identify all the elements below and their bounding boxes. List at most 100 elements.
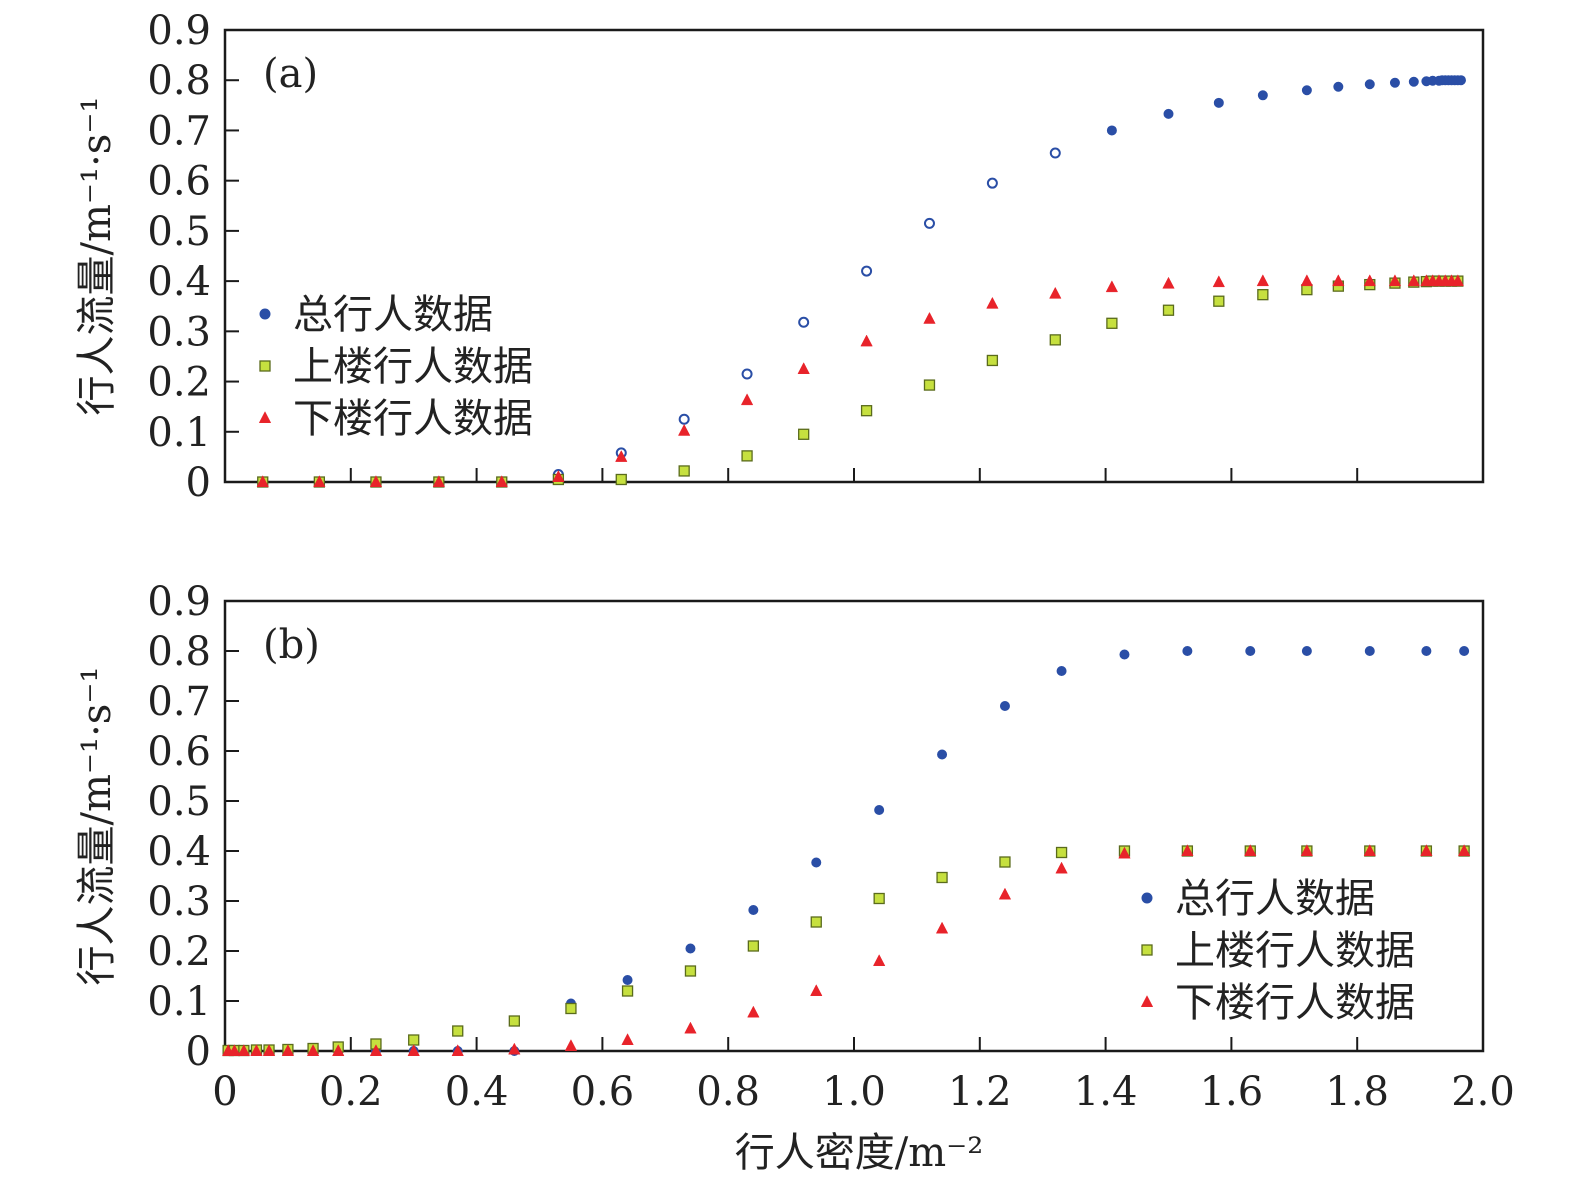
data-point: [1408, 76, 1419, 87]
data-point: [1049, 286, 1062, 299]
data-point: [935, 921, 949, 934]
data-point: [1106, 317, 1118, 329]
data-point: [798, 428, 810, 440]
data-point: [1118, 846, 1131, 859]
data-point: [678, 423, 691, 436]
x-tick-label: 0.6: [571, 1069, 635, 1115]
data-point: [1055, 846, 1068, 859]
data-point: [1162, 276, 1175, 289]
data-point: [432, 475, 446, 487]
data-point: [1455, 75, 1466, 86]
legend-label: 上楼行人数据: [1175, 928, 1415, 974]
y-tick-label: 0.3: [147, 309, 211, 355]
data-point: [1162, 304, 1175, 316]
series-triangle: [256, 274, 1465, 487]
data-point: [1364, 646, 1375, 656]
y-tick-label: 0.4: [147, 829, 211, 875]
legend-label: 总行人数据: [1175, 876, 1375, 922]
data-point: [1055, 861, 1068, 874]
data-point: [369, 475, 383, 487]
legend-marker: [259, 308, 271, 320]
data-point: [873, 892, 885, 905]
data-point: [740, 393, 754, 406]
data-point: [986, 177, 998, 189]
x-tick-label: 1.8: [1325, 1069, 1389, 1115]
data-point: [1256, 274, 1270, 287]
data-point: [684, 965, 697, 977]
legend-marker: [1141, 944, 1153, 956]
data-point: [1333, 81, 1344, 92]
data-point: [923, 311, 936, 324]
x-tick-label: 1.2: [948, 1069, 1012, 1115]
data-point: [1420, 844, 1433, 856]
y-tick-label: 0: [186, 460, 211, 506]
data-point: [508, 1042, 521, 1055]
data-point: [495, 475, 508, 487]
data-point: [1332, 274, 1345, 287]
data-point: [1244, 844, 1257, 856]
data-point: [1363, 844, 1376, 856]
data-point: [1301, 85, 1312, 96]
data-point: [684, 1021, 697, 1034]
data-point: [621, 1033, 634, 1045]
y-tick-label: 0.5: [147, 209, 211, 255]
data-point: [986, 354, 999, 367]
data-point: [1049, 334, 1061, 346]
data-point: [1459, 646, 1470, 656]
data-point: [936, 871, 948, 884]
data-point: [797, 362, 810, 374]
data-point: [1389, 77, 1400, 88]
data-point: [1105, 280, 1119, 293]
panel-label: (b): [263, 622, 320, 668]
data-point: [923, 217, 935, 229]
data-point: [622, 975, 633, 985]
data-point: [508, 1015, 520, 1027]
data-point: [1056, 666, 1067, 676]
y-tick-label: 0.8: [147, 629, 211, 675]
data-point: [565, 1002, 577, 1015]
data-point: [1212, 275, 1225, 288]
data-point: [810, 984, 823, 996]
data-point: [1257, 289, 1269, 301]
data-point: [1049, 147, 1061, 159]
y-tick-label: 0: [186, 1029, 211, 1075]
y-axis-label: 行人流量/m⁻¹·s⁻¹: [74, 667, 120, 986]
data-point: [313, 475, 326, 487]
data-point: [741, 450, 753, 462]
data-point: [564, 1039, 578, 1051]
data-point: [1213, 295, 1225, 307]
y-tick-label: 0.2: [147, 929, 211, 975]
data-point: [1301, 646, 1312, 656]
y-tick-label: 0.4: [147, 259, 211, 305]
data-point: [615, 473, 627, 486]
y-tick-label: 0.1: [147, 979, 211, 1025]
data-point: [1300, 844, 1314, 856]
legend-label: 下楼行人数据: [1175, 980, 1415, 1026]
series-triangle: [221, 844, 1471, 1056]
data-point: [1300, 274, 1314, 287]
panel-label: (a): [263, 51, 318, 97]
data-point: [1182, 646, 1193, 656]
panel-b: 00.10.20.30.40.50.60.70.80.90 0.2 0.4 0.6 0.…: [74, 579, 1515, 1176]
x-axis-label: 行人密度/m⁻²: [735, 1130, 984, 1176]
data-point: [1451, 274, 1465, 287]
legend-marker: [1141, 892, 1153, 904]
data-point: [1407, 274, 1420, 287]
x-tick-label: 2.0: [1451, 1069, 1515, 1115]
data-point: [1213, 97, 1224, 108]
data-point: [332, 1044, 345, 1056]
legend-marker: [1140, 995, 1154, 1007]
y-tick-label: 0.7: [147, 108, 211, 154]
data-point: [685, 943, 696, 954]
data-point: [281, 1044, 295, 1056]
data-point: [1163, 108, 1174, 119]
data-point: [369, 1044, 383, 1056]
data-point: [451, 1044, 464, 1056]
data-point: [999, 856, 1011, 868]
data-point: [860, 334, 873, 347]
y-axis-label: 行人流量/m⁻¹·s⁻¹: [74, 97, 120, 416]
data-point: [1245, 646, 1256, 656]
data-point: [874, 805, 885, 815]
data-point: [860, 405, 873, 417]
